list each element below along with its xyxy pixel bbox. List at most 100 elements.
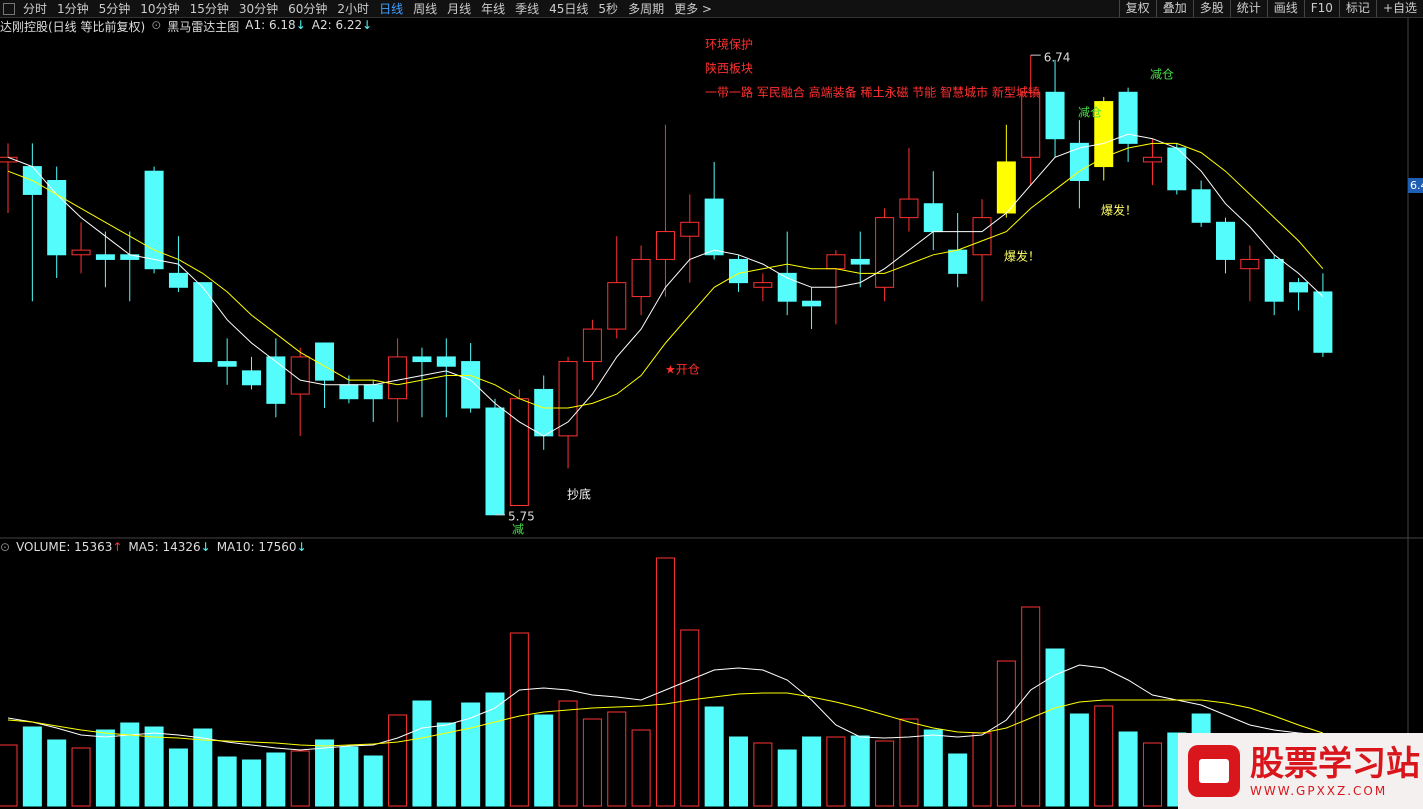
candle-body — [1191, 189, 1211, 223]
volume-bar — [972, 732, 992, 807]
period-tab[interactable]: 10分钟 — [140, 2, 180, 16]
tool-button[interactable]: 标记 — [1338, 0, 1376, 17]
volume-bar — [71, 747, 91, 807]
candle-body — [461, 361, 481, 409]
period-tab[interactable]: 15分钟 — [189, 2, 229, 16]
candle-body — [266, 356, 286, 404]
volume-bar — [1021, 606, 1041, 807]
period-tab[interactable]: 分时 — [23, 2, 48, 16]
volume-bar — [558, 700, 578, 807]
volume-bar — [996, 660, 1016, 807]
candle-body — [290, 356, 310, 395]
indicator: A2: 6.22↓ — [312, 18, 372, 35]
period-tab[interactable]: 2小时 — [337, 2, 370, 16]
tool-button[interactable]: 统计 — [1229, 0, 1267, 17]
period-tab[interactable]: 更多 > — [674, 2, 712, 16]
volume-bar — [875, 740, 895, 807]
volume-bar — [899, 718, 919, 807]
volume-bar — [850, 735, 870, 807]
candle-body — [485, 407, 505, 516]
arrow: ↓ — [296, 540, 307, 554]
chart-title: 达刚控股(日线 等比前复权) — [0, 20, 146, 34]
volume-bar — [1118, 731, 1138, 807]
tool-button[interactable]: 画线 — [1266, 0, 1304, 17]
annotation: 环境保护 — [705, 37, 753, 52]
menu-icon[interactable] — [3, 2, 15, 15]
volume-bar — [0, 744, 18, 807]
candle-body — [729, 258, 748, 284]
period-tab[interactable]: 5秒 — [598, 2, 619, 16]
tool-button[interactable]: 叠加 — [1155, 0, 1193, 17]
annotation: 减仓 — [1150, 68, 1174, 82]
candle-body — [1313, 291, 1333, 353]
annotation: 减 — [512, 523, 524, 537]
price-tag: 6.4 — [1410, 179, 1423, 192]
period-tab[interactable]: 5分钟 — [98, 2, 131, 16]
candle-body — [1264, 258, 1284, 302]
volume-bar — [485, 692, 505, 807]
period-tab[interactable]: 60分钟 — [288, 2, 328, 16]
volume-bar — [22, 726, 42, 807]
candle-body — [95, 254, 115, 260]
volume-title: VOLUME: 15363↑ — [16, 540, 122, 554]
candle-body — [607, 282, 627, 330]
period-tab[interactable]: 日线 — [379, 2, 404, 16]
candle-body — [193, 282, 213, 363]
logo-text: 股票学习站 WWW.GPXXZ.COM — [1250, 744, 1420, 798]
candle-body — [948, 249, 968, 274]
volume-bar — [582, 718, 602, 807]
candle-body — [0, 156, 18, 163]
candle-body — [242, 370, 261, 386]
volume-bar — [315, 739, 335, 807]
tool-button[interactable]: 多股 — [1192, 0, 1230, 17]
price-tag-box — [1408, 178, 1423, 193]
icon[interactable]: ⊙ — [151, 18, 162, 32]
candle-body — [534, 388, 554, 437]
tool-button[interactable]: F10 — [1303, 0, 1339, 17]
annotation: 爆发！ — [1004, 249, 1040, 264]
period-tab[interactable]: 季线 — [515, 2, 540, 16]
candle-body — [680, 221, 700, 237]
period-tab[interactable]: 周线 — [413, 2, 438, 16]
volume-bar — [753, 742, 773, 807]
volume-header: ⊙ VOLUME: 15363↑ MA5: 14326↓ MA10: 17560↓ — [0, 540, 307, 554]
ma-line — [7, 133, 1324, 437]
volume-bar — [826, 736, 846, 807]
book — [1199, 759, 1229, 783]
volume-bar — [339, 746, 359, 807]
tool-button[interactable]: +自选 — [1375, 0, 1423, 17]
volume-bar — [607, 711, 627, 807]
period-tab[interactable]: 多周期 — [628, 2, 665, 16]
annotation: ★开仓 — [665, 363, 700, 377]
volume-bar — [242, 759, 261, 807]
indicator: MA10: 17560↓ — [217, 540, 307, 554]
candle-body — [1021, 91, 1041, 158]
tool-button[interactable]: 复权 — [1118, 0, 1156, 17]
volume-bar — [217, 756, 237, 807]
ma-line — [7, 692, 1324, 747]
candle-body — [875, 217, 895, 288]
logo-title: 股票学习站 — [1250, 744, 1420, 784]
volume-bar — [704, 706, 724, 807]
candle-body — [777, 272, 797, 302]
annotation: 陕西板块 — [705, 61, 753, 76]
annotation: 爆发！ — [1101, 203, 1137, 218]
period-tab[interactable]: 30分钟 — [238, 2, 279, 16]
volume-bar — [1045, 648, 1065, 807]
candle-body — [655, 231, 675, 260]
period-tab[interactable]: 45日线 — [549, 2, 589, 16]
icon[interactable]: ⊙ — [0, 540, 11, 554]
period-tab[interactable]: 1分钟 — [57, 2, 89, 16]
candle-body — [47, 180, 67, 256]
annotation: 一带一路 军民融合 高端装备 稀土永磁 节能 智慧城市 新型城镇 — [705, 85, 1040, 100]
volume-bar — [193, 728, 213, 807]
candle-body — [826, 254, 846, 270]
volume-bar — [168, 748, 188, 807]
candle-body — [899, 198, 919, 219]
period-tab[interactable]: 月线 — [447, 2, 472, 16]
candle-body — [71, 249, 91, 256]
period-tab[interactable]: 年线 — [481, 2, 506, 16]
volume-bar — [1069, 713, 1089, 807]
